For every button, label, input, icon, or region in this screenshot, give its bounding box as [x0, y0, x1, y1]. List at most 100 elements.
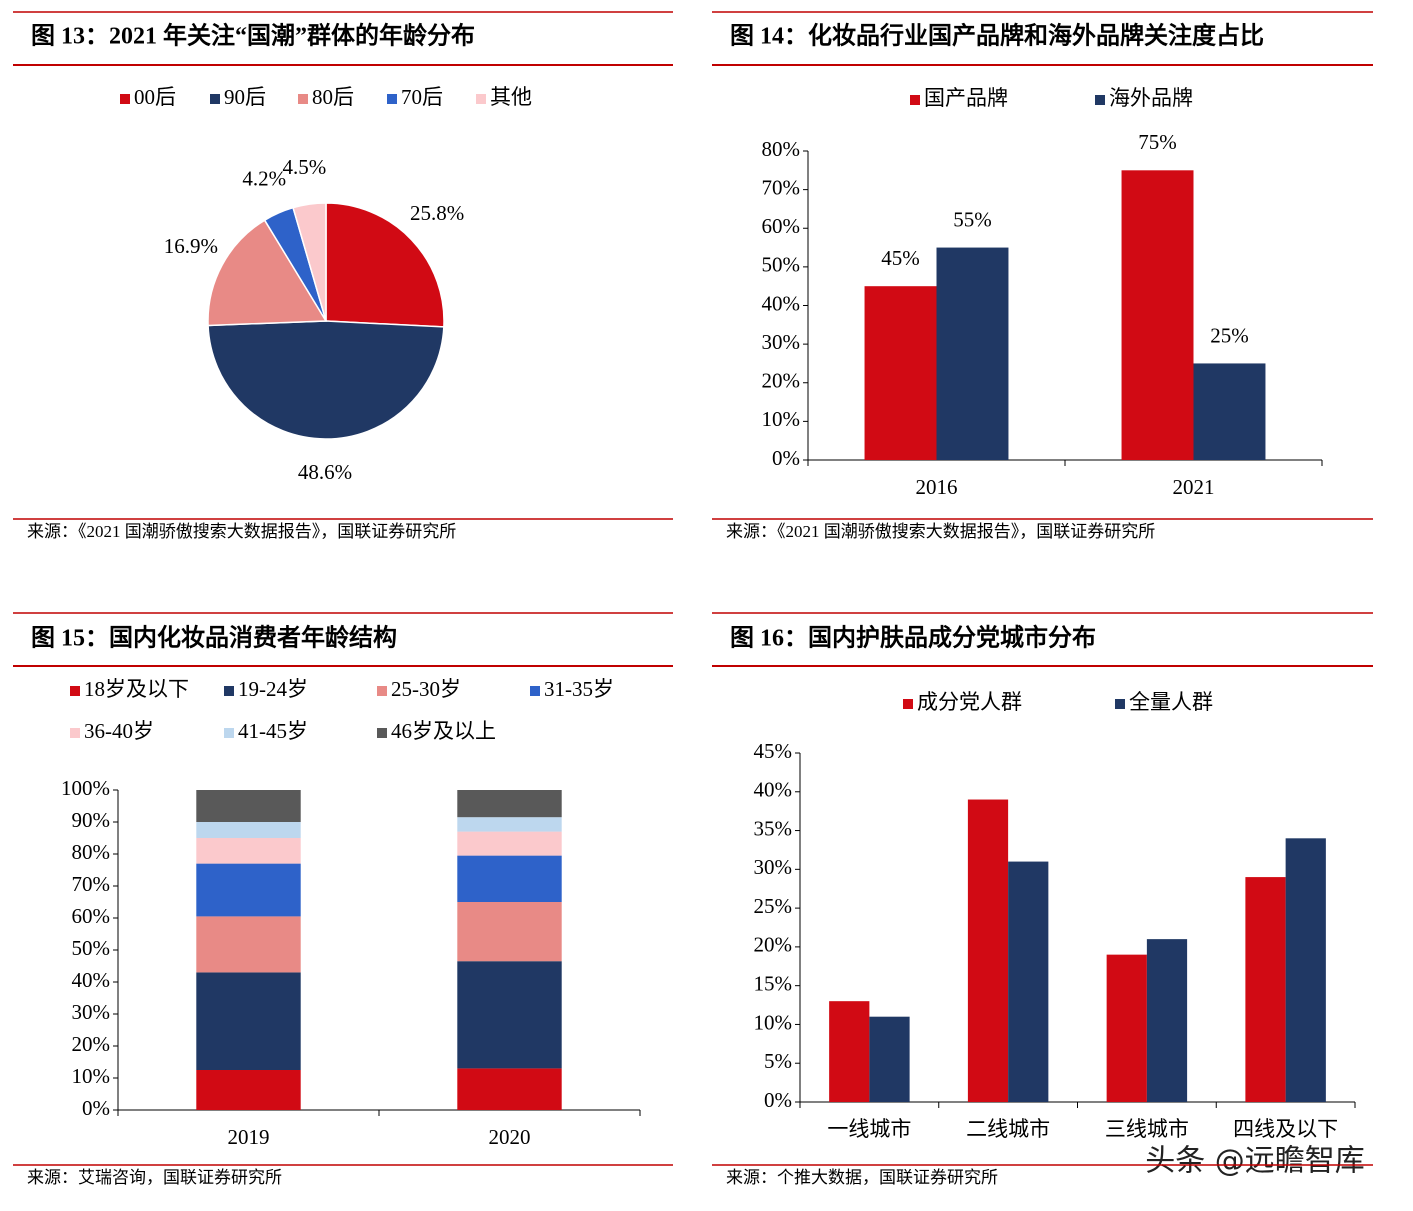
legend-label: 国产品牌 [924, 86, 1008, 110]
bar [1146, 939, 1188, 1102]
y-tick-label: 80% [72, 840, 111, 864]
y-tick-label: 10% [754, 1010, 793, 1034]
bar [829, 1001, 870, 1102]
bar-segment [196, 972, 301, 1070]
pie-slice [292, 202, 327, 322]
x-tick-label: 四线及以下 [1233, 1117, 1338, 1141]
pie-slice [325, 202, 445, 328]
bar [869, 1016, 910, 1102]
y-tick-label: 35% [754, 816, 793, 840]
bar [936, 247, 1009, 460]
x-tick-label: 一线城市 [827, 1117, 911, 1141]
x-tick-label: 2016 [916, 475, 958, 499]
legend-swatch [224, 728, 234, 738]
data-label: 4.5% [283, 155, 327, 179]
legend-label: 36-40岁 [84, 719, 154, 743]
bar-segment [457, 902, 562, 962]
legend-label: 31-35岁 [544, 677, 614, 701]
y-tick-label: 60% [762, 214, 801, 238]
bar [1106, 954, 1147, 1102]
legend-swatch [1115, 699, 1125, 709]
data-label: 25% [1210, 323, 1249, 347]
legend-label: 41-45岁 [238, 719, 308, 743]
bar-segment [457, 855, 562, 902]
legend-swatch [476, 94, 486, 104]
y-tick-label: 10% [72, 1064, 111, 1088]
y-tick-label: 40% [762, 291, 801, 315]
watermark: 头条 @远瞻智库 [1145, 1144, 1365, 1179]
x-tick-label: 2020 [489, 1125, 531, 1149]
data-label: 75% [1138, 130, 1177, 154]
source: 来源：艾瑞咨询，国联证券研究所 [27, 1168, 282, 1187]
legend-label: 80后 [312, 85, 354, 109]
y-tick-label: 0% [82, 1096, 110, 1120]
bar-segment [196, 838, 301, 864]
y-tick-label: 25% [754, 894, 793, 918]
legend-swatch [1095, 95, 1105, 105]
x-tick-label: 二线城市 [966, 1117, 1050, 1141]
legend-label: 18岁及以下 [84, 677, 189, 701]
y-tick-label: 50% [72, 936, 111, 960]
legend-label: 90后 [224, 85, 266, 109]
bar-segment [196, 790, 301, 822]
chart-title: 图 15：国内化妆品消费者年龄结构 [31, 624, 397, 652]
bar [1285, 838, 1326, 1102]
y-tick-label: 90% [72, 808, 111, 832]
y-tick-label: 45% [754, 739, 793, 763]
bar [1121, 170, 1194, 460]
y-tick-label: 100% [61, 776, 110, 800]
legend-swatch [70, 728, 80, 738]
source: 来源：《2021 国潮骄傲搜索大数据报告》，国联证券研究所 [726, 522, 1155, 541]
data-label: 55% [953, 207, 992, 231]
bar-segment [196, 822, 301, 838]
legend-swatch [298, 94, 308, 104]
y-tick-label: 5% [764, 1049, 792, 1073]
chart-title: 图 13：2021 年关注“国潮”群体的年龄分布 [31, 22, 475, 50]
y-tick-label: 40% [72, 968, 111, 992]
bar-segment [196, 916, 301, 973]
y-tick-label: 70% [762, 175, 801, 199]
legend-label: 其他 [490, 85, 532, 109]
data-label: 25.8% [410, 201, 464, 225]
y-tick-label: 30% [762, 330, 801, 354]
y-tick-label: 20% [72, 1032, 111, 1056]
bar-segment [457, 831, 562, 856]
bar-segment [196, 1070, 301, 1110]
bar [1245, 877, 1286, 1102]
legend-label: 海外品牌 [1109, 86, 1193, 110]
bar [864, 286, 937, 460]
data-label: 45% [881, 246, 920, 270]
data-label: 4.2% [242, 166, 286, 190]
bar-segment [196, 863, 301, 917]
y-tick-label: 20% [754, 933, 793, 957]
legend-label: 成分党人群 [917, 690, 1022, 714]
legend-swatch [377, 686, 387, 696]
legend-label: 46岁及以上 [391, 719, 496, 743]
legend-swatch [387, 94, 397, 104]
bar [1193, 363, 1266, 460]
y-tick-label: 80% [762, 137, 801, 161]
legend-swatch [210, 94, 220, 104]
legend-swatch [70, 686, 80, 696]
chart-title: 图 16：国内护肤品成分党城市分布 [730, 624, 1096, 652]
legend-swatch [530, 686, 540, 696]
legend-label: 全量人群 [1129, 690, 1213, 714]
x-tick-label: 2021 [1173, 475, 1215, 499]
y-tick-label: 70% [72, 872, 111, 896]
data-label: 16.9% [164, 234, 218, 258]
legend-label: 70后 [401, 85, 443, 109]
y-tick-label: 40% [754, 778, 793, 802]
pie-slice [207, 320, 445, 440]
legend-swatch [224, 686, 234, 696]
chart-title: 图 14：化妆品行业国产品牌和海外品牌关注度占比 [730, 22, 1264, 50]
bar-segment [457, 961, 562, 1069]
legend-label: 25-30岁 [391, 677, 461, 701]
y-tick-label: 10% [762, 407, 801, 431]
legend-swatch [910, 95, 920, 105]
y-tick-label: 50% [762, 253, 801, 277]
bar-segment [457, 790, 562, 818]
bar-segment [457, 1068, 562, 1110]
x-tick-label: 2019 [228, 1125, 270, 1149]
y-tick-label: 20% [762, 369, 801, 393]
